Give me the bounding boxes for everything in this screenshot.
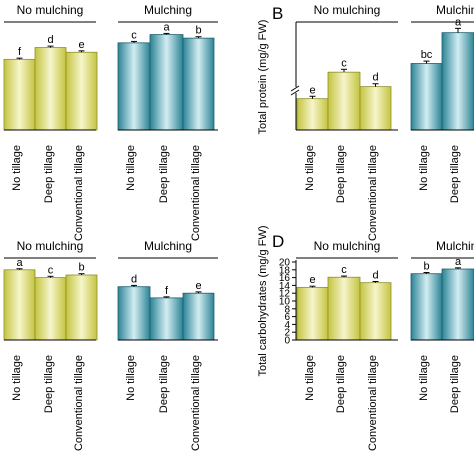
x-category-label: No tillage	[11, 355, 23, 401]
bar-no-mulching	[296, 98, 329, 131]
significance-letter: c	[48, 264, 54, 276]
axis-break-mark	[290, 89, 300, 96]
x-category-label: Deep tillage	[335, 145, 347, 203]
group-header: No mulching	[17, 3, 84, 17]
bar-mulching	[182, 292, 215, 341]
chart-panel-a: No mulching Mulching f d e c a b No tillage Deep …	[3, 3, 218, 241]
bar-no-mulching	[327, 71, 361, 131]
significance-letter: a	[455, 256, 462, 268]
x-category-label: Deep tillage	[158, 355, 170, 413]
group-header: Mulching	[436, 239, 474, 253]
bar-mulching	[117, 42, 151, 131]
significance-letter: b	[423, 261, 429, 273]
significance-letter: d	[131, 273, 137, 285]
y-axis-label: Total carbohydrates (mg/g FW)	[257, 226, 269, 377]
bar-no-mulching	[296, 286, 329, 341]
x-category-label: Conventional tillage	[73, 145, 85, 241]
significance-letter: a	[455, 16, 462, 28]
x-category-label: Conventional tillage	[190, 145, 202, 241]
x-category-label: Conventional tillage	[73, 355, 85, 451]
group-header: No mulching	[314, 239, 381, 253]
y-tick-label: 2	[284, 328, 290, 339]
significance-letter: e	[195, 280, 201, 292]
significance-letter: d	[372, 270, 378, 282]
chart-panel-c: No mulching Mulching a c b d f e No tillage Deep …	[3, 239, 218, 451]
y-tick-label: 10	[279, 297, 291, 308]
y-tick-label: 0	[284, 336, 290, 347]
bar-mulching	[117, 286, 151, 341]
significance-letter: e	[78, 39, 84, 51]
x-category-label: No tillage	[11, 145, 23, 191]
significance-letter: c	[341, 264, 347, 276]
group-header: No mulching	[17, 239, 84, 253]
axis-break-mark	[290, 85, 300, 92]
significance-letter: b	[195, 25, 201, 37]
bar-mulching	[441, 32, 474, 131]
x-category-label: No tillage	[125, 355, 137, 401]
group-header: Mulching	[144, 3, 192, 17]
x-category-label: No tillage	[304, 355, 316, 401]
panel-label: D	[272, 232, 284, 251]
significance-letter: f	[165, 285, 169, 297]
y-tick-label: 4	[284, 320, 290, 331]
x-category-label: Deep tillage	[335, 355, 347, 413]
bar-mulching	[441, 268, 474, 341]
bar-mulching	[149, 297, 184, 341]
group-header: Mulching	[144, 239, 192, 253]
group-header: No mulching	[314, 3, 381, 17]
significance-letter: e	[309, 274, 315, 286]
x-category-label: Conventional tillage	[190, 355, 202, 451]
panel-label: B	[272, 4, 283, 23]
x-category-label: Deep tillage	[43, 355, 55, 413]
significance-letter: d	[372, 72, 378, 84]
significance-letter: e	[309, 84, 315, 96]
significance-letter: f	[18, 46, 22, 58]
x-category-label: Deep tillage	[43, 145, 55, 203]
significance-letter: c	[131, 29, 137, 41]
significance-letter: c	[341, 57, 347, 69]
bar-mulching	[182, 37, 215, 131]
x-category-label: No tillage	[418, 355, 430, 401]
bar-mulching	[410, 63, 443, 131]
bar-no-mulching	[34, 47, 67, 131]
bar-no-mulching	[3, 58, 36, 131]
bar-no-mulching	[34, 277, 67, 341]
x-category-label: No tillage	[304, 145, 316, 191]
y-tick-label: 6	[284, 312, 290, 323]
x-category-label: No tillage	[125, 145, 137, 191]
bar-mulching	[149, 34, 184, 131]
y-tick-label: 20	[279, 258, 291, 269]
y-tick-label: 12	[279, 289, 291, 300]
bar-no-mulching	[65, 51, 98, 131]
x-category-label: No tillage	[418, 145, 430, 191]
group-header: Mulching	[436, 3, 474, 17]
x-category-label: Deep tillage	[158, 145, 170, 203]
bar-no-mulching	[359, 282, 392, 341]
significance-letter: d	[47, 34, 53, 46]
y-tick-label: 16	[279, 273, 291, 284]
bar-no-mulching	[65, 274, 98, 341]
significance-letter: bc	[421, 49, 433, 61]
bar-mulching	[410, 273, 443, 341]
y-tick-label: 8	[284, 304, 290, 315]
y-tick-label: 18	[279, 265, 291, 276]
y-axis-label: Total protein (mg/g FW)	[257, 20, 269, 135]
y-tick-label: 14	[279, 281, 291, 292]
bar-no-mulching	[3, 269, 36, 341]
bar-no-mulching	[327, 276, 361, 341]
x-category-label: Conventional tillage	[367, 355, 379, 451]
significance-letter: a	[16, 257, 23, 269]
axis-break-gap	[291, 87, 301, 93]
x-category-label: Conventional tillage	[367, 145, 379, 241]
x-category-label: Deep tillage	[449, 145, 461, 203]
significance-letter: a	[163, 21, 170, 33]
significance-letter: b	[78, 262, 84, 274]
x-category-label: Deep tillage	[449, 355, 461, 413]
bar-no-mulching	[359, 86, 392, 131]
